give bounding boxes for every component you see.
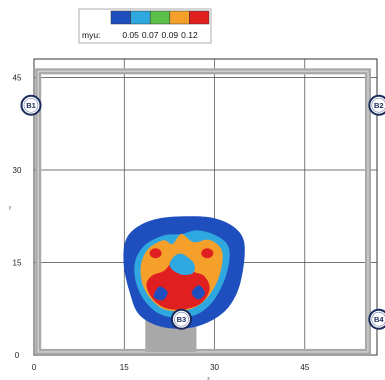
y-tick-label: 0 bbox=[15, 351, 20, 360]
x-tick-label: 30 bbox=[210, 363, 219, 372]
hotspot-0.12 bbox=[149, 248, 162, 259]
marker-ring bbox=[174, 311, 189, 327]
legend-tick-label: 0.12 bbox=[181, 30, 198, 40]
marker-b4 bbox=[368, 308, 385, 330]
y-axis-label: y bbox=[9, 205, 12, 211]
legend-swatch bbox=[110, 10, 131, 25]
marker-ring bbox=[371, 97, 385, 113]
legend-tick-label: 0.05 bbox=[122, 30, 139, 40]
marker-label: B1 bbox=[26, 101, 36, 110]
legend-swatch bbox=[149, 10, 171, 25]
y-tick-label: 45 bbox=[13, 74, 22, 83]
x-tick-label: 0 bbox=[32, 363, 37, 372]
legend-swatch bbox=[189, 10, 210, 25]
y-tick-label: 30 bbox=[13, 166, 22, 175]
marker-ring bbox=[23, 97, 39, 113]
contour-inner-0.05 bbox=[191, 285, 205, 300]
x-tick-label: 15 bbox=[120, 363, 129, 372]
x-axis-label: x bbox=[207, 376, 210, 380]
marker-label: B3 bbox=[177, 315, 187, 324]
legend-swatch bbox=[169, 10, 190, 25]
legend-tick-label: 0.09 bbox=[162, 30, 179, 40]
contour-blob-0.07 bbox=[169, 253, 195, 275]
contour-inner-0.05 bbox=[153, 286, 168, 301]
marker-ring bbox=[371, 311, 385, 327]
marker-label: B2 bbox=[374, 101, 384, 110]
marker-b2 bbox=[368, 94, 385, 116]
wall-frame-highlight bbox=[37, 70, 369, 353]
hotspot-0.12 bbox=[201, 248, 214, 259]
x-tick-label: 45 bbox=[300, 363, 309, 372]
legend-swatch bbox=[130, 10, 151, 25]
legend-title: myu: bbox=[82, 30, 100, 40]
marker-label: B4 bbox=[374, 315, 384, 324]
legend-tick-label: 0.07 bbox=[142, 30, 159, 40]
y-tick-label: 15 bbox=[13, 259, 22, 268]
